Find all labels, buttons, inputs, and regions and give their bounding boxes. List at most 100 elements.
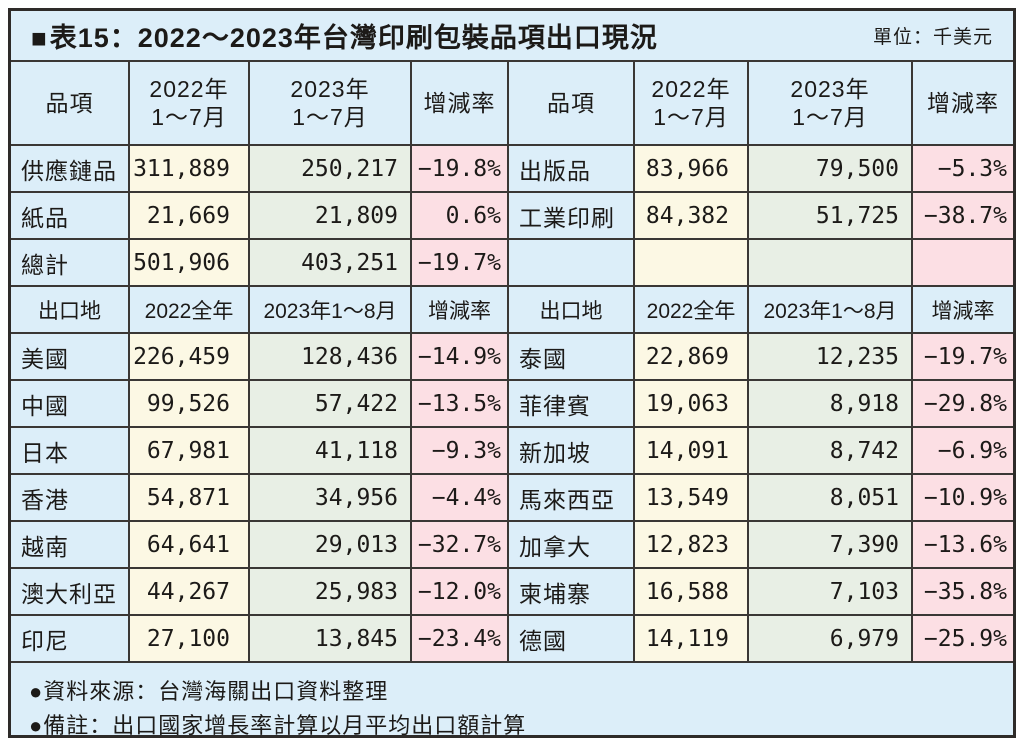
item-name-cell: 新加坡	[507, 426, 635, 475]
rate-cell: −25.9%	[911, 614, 1013, 663]
rate-cell: −19.7%	[911, 332, 1013, 381]
item-name-cell: 印尼	[11, 614, 130, 663]
column-header-cell: 增減率	[410, 285, 509, 334]
title-bar: ■表15：2022〜2023年台灣印刷包裝品項出口現況 單位：千美元	[11, 11, 1013, 62]
rate-cell: −38.7%	[911, 191, 1013, 240]
square-marker-icon: ■	[31, 23, 48, 53]
value-cell: 14,119	[633, 614, 749, 663]
header-line: 2023年	[290, 76, 370, 102]
value-cell: 6,979	[747, 614, 913, 663]
item-name-cell: 供應鏈品	[11, 144, 130, 193]
value-cell: 128,436	[248, 332, 412, 381]
rate-cell: −32.7%	[410, 520, 509, 569]
table-row: 美國 226,459 128,436 −14.9% 泰國 22,869 12,235 −19.…	[11, 332, 1013, 381]
value-cell: 54,871	[128, 473, 250, 522]
rate-cell: −29.8%	[911, 379, 1013, 428]
value-cell: 16,588	[633, 567, 749, 616]
value-cell: 79,500	[747, 144, 913, 193]
value-cell: 19,063	[633, 379, 749, 428]
value-cell: 12,823	[633, 520, 749, 569]
value-cell: 99,526	[128, 379, 250, 428]
value-cell: 25,983	[248, 567, 412, 616]
table-row: 日本 67,981 41,118 −9.3% 新加坡 14,091 8,742 −6.9%	[11, 426, 1013, 475]
header-line: 2022年	[651, 76, 731, 102]
column-header-cell: 2022全年	[633, 285, 749, 334]
value-cell: 14,091	[633, 426, 749, 475]
rate-cell: −19.7%	[410, 238, 509, 287]
value-cell	[747, 238, 913, 287]
value-cell: 13,845	[248, 614, 412, 663]
rate-cell	[911, 238, 1013, 287]
value-cell: 57,422	[248, 379, 412, 428]
value-cell: 51,725	[747, 191, 913, 240]
rate-cell: −12.0%	[410, 567, 509, 616]
column-header-cell: 品項	[507, 62, 635, 146]
table-row: 越南 64,641 29,013 −32.7% 加拿大 12,823 7,390 −13.6%	[11, 520, 1013, 569]
footer-notes: ●資料來源：台灣海關出口資料整理 ●備註：出口國家增長率計算以月平均出口額計算	[11, 663, 1013, 743]
column-header-cell: 2023年 1〜7月	[747, 62, 913, 146]
rate-cell: −10.9%	[911, 473, 1013, 522]
value-cell: 83,966	[633, 144, 749, 193]
item-name-cell	[507, 238, 635, 287]
column-header-cell: 出口地	[11, 285, 130, 334]
value-cell: 67,981	[128, 426, 250, 475]
item-name-cell: 日本	[11, 426, 130, 475]
value-cell: 44,267	[128, 567, 250, 616]
value-cell: 403,251	[248, 238, 412, 287]
header-line: 2023年	[790, 76, 870, 102]
table-row: 印尼 27,100 13,845 −23.4% 德國 14,119 6,979 −25.9%	[11, 614, 1013, 663]
table-panel: ■表15：2022〜2023年台灣印刷包裝品項出口現況 單位：千美元 品項 202…	[8, 8, 1016, 738]
rate-cell: −19.8%	[410, 144, 509, 193]
value-cell	[633, 238, 749, 287]
value-cell: 21,809	[248, 191, 412, 240]
column-header-cell: 2023年1〜8月	[248, 285, 412, 334]
value-cell: 34,956	[248, 473, 412, 522]
column-header-cell: 2023年1〜8月	[747, 285, 913, 334]
rate-cell: −6.9%	[911, 426, 1013, 475]
item-name-cell: 總計	[11, 238, 130, 287]
value-cell: 12,235	[747, 332, 913, 381]
item-name-cell: 澳大利亞	[11, 567, 130, 616]
rate-cell: −14.9%	[410, 332, 509, 381]
value-cell: 8,918	[747, 379, 913, 428]
item-name-cell: 紙品	[11, 191, 130, 240]
header-line: 1〜7月	[292, 104, 368, 130]
item-header-row: 品項 2022年 1〜7月 2023年 1〜7月 增減率 品項 2022年 1〜7月 2023年 1…	[11, 62, 1013, 146]
column-header-cell: 2023年 1〜7月	[248, 62, 412, 146]
column-header-cell: 2022年 1〜7月	[633, 62, 749, 146]
header-line: 增減率	[927, 90, 999, 116]
column-header-cell: 出口地	[507, 285, 635, 334]
item-name-cell: 越南	[11, 520, 130, 569]
value-cell: 226,459	[128, 332, 250, 381]
table-row: 總計 501,906 403,251 −19.7%	[11, 238, 1013, 287]
remark-note: ●備註：出口國家增長率計算以月平均出口額計算	[29, 713, 527, 738]
header-line: 2022年	[149, 76, 229, 102]
item-name-cell: 柬埔寨	[507, 567, 635, 616]
value-cell: 13,549	[633, 473, 749, 522]
value-cell: 27,100	[128, 614, 250, 663]
value-cell: 22,869	[633, 332, 749, 381]
item-name-cell: 美國	[11, 332, 130, 381]
value-cell: 7,390	[747, 520, 913, 569]
source-note: ●資料來源：台灣海關出口資料整理	[29, 679, 389, 704]
value-cell: 8,742	[747, 426, 913, 475]
rate-cell: −35.8%	[911, 567, 1013, 616]
value-cell: 250,217	[248, 144, 412, 193]
column-header-cell: 增減率	[410, 62, 509, 146]
rate-cell: 0.6%	[410, 191, 509, 240]
header-line: 1〜7月	[792, 104, 868, 130]
page-title-text: 表15：2022〜2023年台灣印刷包裝品項出口現況	[49, 23, 658, 53]
column-header-cell: 2022全年	[128, 285, 250, 334]
value-cell: 41,118	[248, 426, 412, 475]
column-header-cell: 增減率	[911, 62, 1013, 146]
table-row: 香港 54,871 34,956 −4.4% 馬來西亞 13,549 8,051 −10.9%	[11, 473, 1013, 522]
item-name-cell: 馬來西亞	[507, 473, 635, 522]
table-row: 中國 99,526 57,422 −13.5% 菲律賓 19,063 8,918 −29.8%	[11, 379, 1013, 428]
rate-cell: −23.4%	[410, 614, 509, 663]
item-name-cell: 出版品	[507, 144, 635, 193]
item-name-cell: 工業印刷	[507, 191, 635, 240]
item-name-cell: 中國	[11, 379, 130, 428]
column-header-cell: 2022年 1〜7月	[128, 62, 250, 146]
item-name-cell: 加拿大	[507, 520, 635, 569]
export-table: 品項 2022年 1〜7月 2023年 1〜7月 增減率 品項 2022年 1〜7月 2023年 1…	[11, 62, 1013, 663]
